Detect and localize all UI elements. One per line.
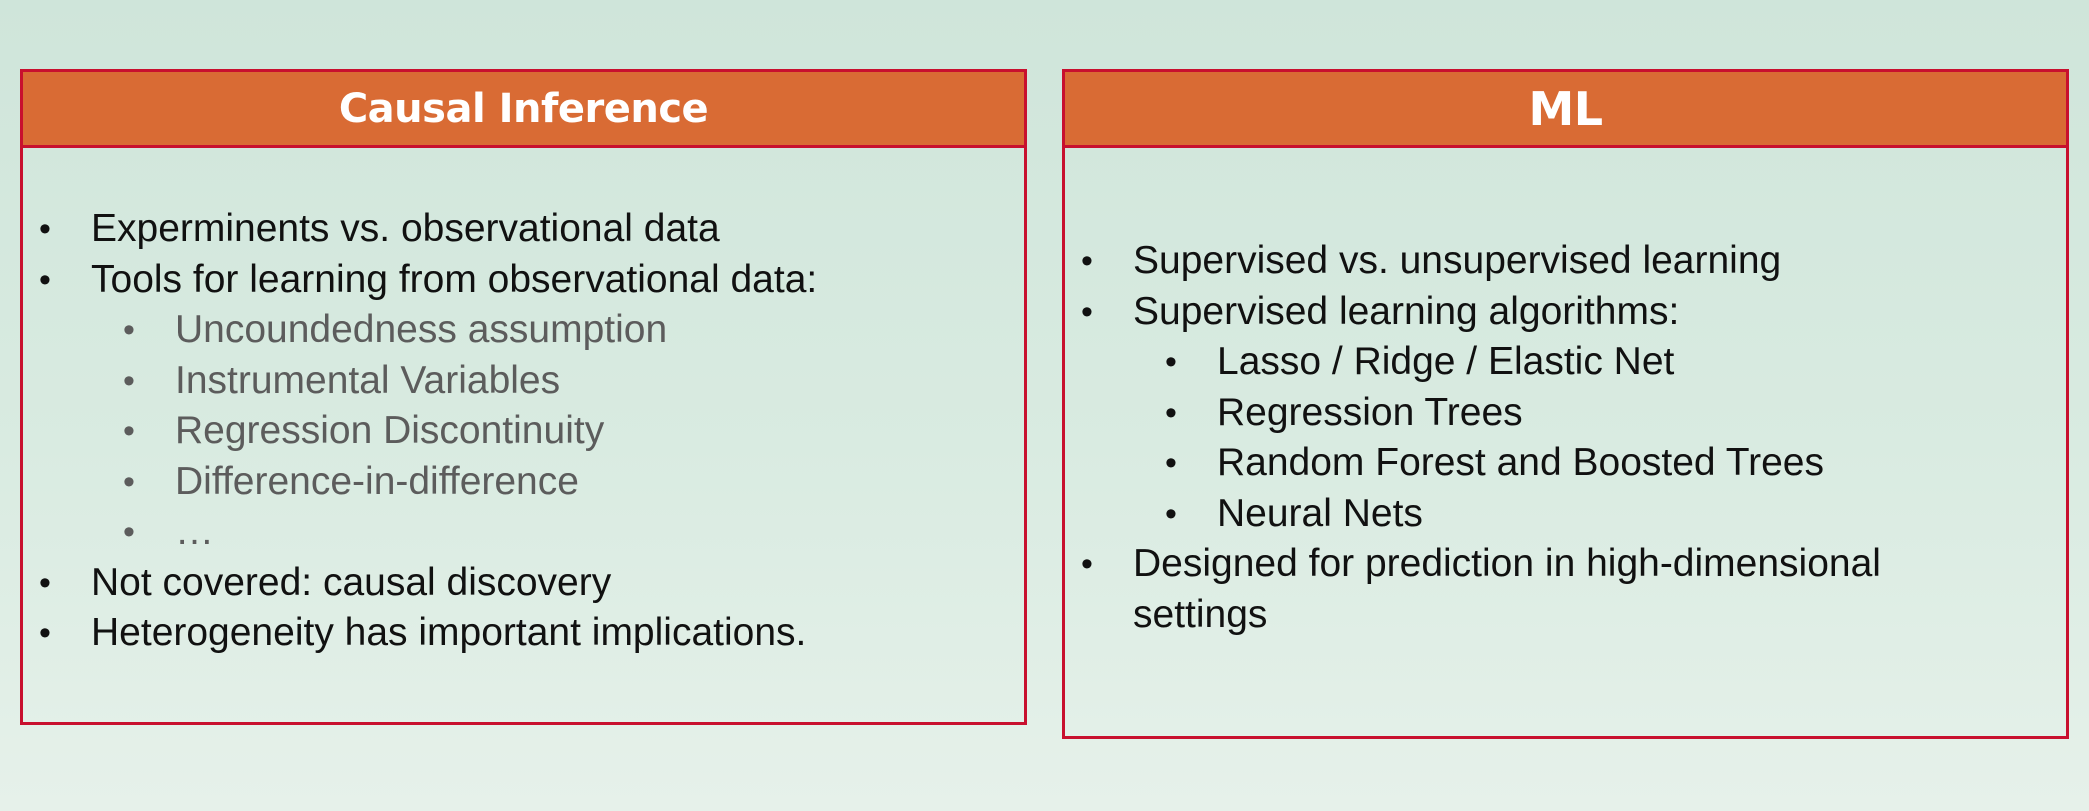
bullet-icon: •: [39, 260, 51, 299]
bullet-icon: •: [123, 462, 135, 501]
list-item: • Supervised learning algorithms:: [1065, 287, 2066, 338]
list-item-text: Not covered: causal discovery: [91, 560, 612, 604]
bullet-icon: •: [1165, 444, 1177, 482]
list-item: • Tools for learning from observational d…: [23, 255, 1024, 306]
bullet-icon: •: [39, 563, 51, 602]
bullet-icon: •: [1165, 494, 1177, 533]
list-item-text: Tools for learning from observational da…: [91, 257, 818, 301]
list-subitem: • Difference-in-difference: [23, 457, 1024, 508]
list-item-text: Difference-in-difference: [175, 459, 579, 503]
bullet-icon: •: [1081, 292, 1093, 331]
list-subitem: • Instrumental Variables: [23, 356, 1024, 407]
list-item: • Supervised vs. unsupervised learning: [1065, 236, 2066, 287]
list-item-text: Random Forest and Boosted Trees: [1217, 441, 1824, 484]
list-item: • Designed for prediction in high-dimensi…: [1065, 539, 2066, 640]
bullet-icon: •: [123, 412, 135, 450]
list-item-text: Regression Trees: [1217, 390, 1523, 434]
list-item-text: Regression Discontinuity: [175, 409, 605, 452]
list-item-text: Instrumental Variables: [175, 358, 561, 402]
list-item: • Not covered: causal discovery: [23, 558, 1024, 609]
list-item-text: Supervised learning algorithms:: [1133, 289, 1680, 333]
list-item-text: Supervised vs. unsupervised learning: [1133, 239, 1782, 282]
bullet-icon: •: [1081, 545, 1093, 583]
list-subitem: • Regression Trees: [1065, 388, 2066, 439]
list-item-text: …: [175, 510, 214, 553]
bullet-icon: •: [1081, 242, 1093, 280]
list-item: • Experminents vs. observational data: [23, 204, 1024, 255]
causal-inference-list: • Experminents vs. observational data • To…: [23, 204, 1024, 659]
list-subitem: •…: [23, 507, 1024, 558]
ml-header: ML: [1065, 72, 2066, 148]
list-item-text: Neural Nets: [1217, 491, 1423, 535]
bullet-icon: •: [39, 210, 51, 248]
bullet-icon: •: [39, 614, 51, 652]
list-subitem: • Lasso / Ridge / Elastic Net: [1065, 337, 2066, 388]
bullet-icon: •: [123, 311, 135, 349]
list-subitem: • Random Forest and Boosted Trees: [1065, 438, 2066, 489]
list-subitem: • Uncoundedness assumption: [23, 305, 1024, 356]
list-item-text: Experminents vs. observational data: [91, 207, 720, 250]
bullet-icon: •: [123, 513, 135, 551]
list-item-text: Designed for prediction in high-dimensio…: [1133, 542, 1881, 636]
ml-list: • Supervised vs. unsupervised learning • S…: [1065, 236, 2066, 640]
list-item-text: Uncoundedness assumption: [175, 308, 668, 351]
bullet-icon: •: [1165, 343, 1177, 381]
list-subitem: • Neural Nets: [1065, 489, 2066, 540]
ml-panel: ML • Supervised vs. unsupervised learning…: [1062, 69, 2069, 739]
bullet-icon: •: [1165, 393, 1177, 432]
causal-inference-panel: Causal Inference • Experminents vs. obser…: [20, 69, 1027, 725]
list-subitem: • Regression Discontinuity: [23, 406, 1024, 457]
list-item-text: Heterogeneity has important implications…: [91, 611, 807, 654]
bullet-icon: •: [123, 361, 135, 400]
list-item-text: Lasso / Ridge / Elastic Net: [1217, 340, 1675, 383]
list-item: • Heterogeneity has important implication…: [23, 608, 1024, 659]
causal-inference-header: Causal Inference: [23, 72, 1024, 148]
